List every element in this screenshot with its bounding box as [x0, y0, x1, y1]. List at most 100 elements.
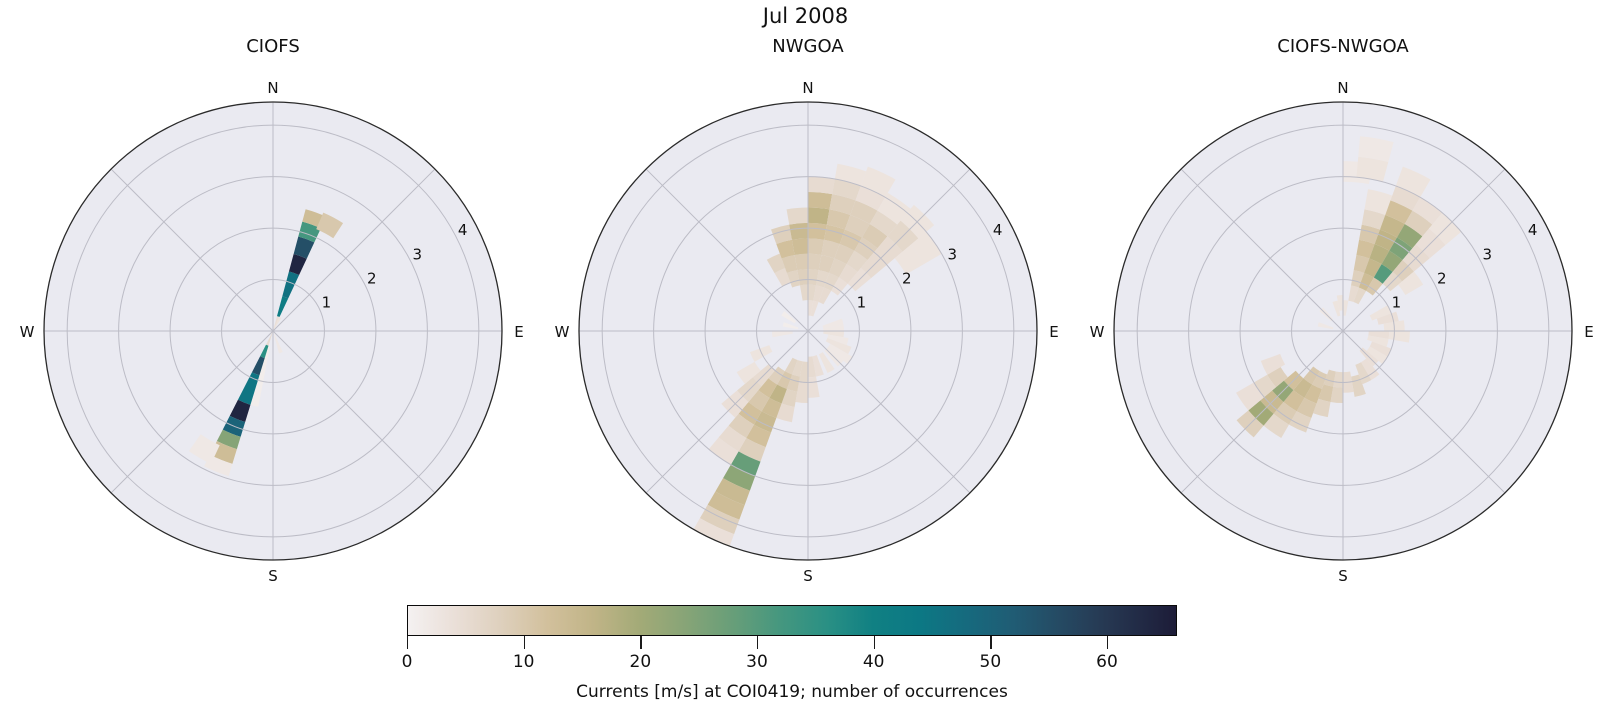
rose-cell — [1273, 401, 1297, 425]
rose-cell — [276, 296, 289, 318]
compass-label-s: S — [268, 567, 278, 585]
rose-cell — [693, 518, 735, 547]
rose-cell — [748, 390, 770, 412]
rose-cell — [808, 192, 833, 210]
colorbar-tick-label: 40 — [862, 652, 885, 672]
rose-cell — [846, 250, 868, 272]
rose-cell — [777, 371, 793, 390]
rose-cell — [1361, 209, 1386, 230]
rose-cell — [910, 231, 942, 265]
rose-cell — [869, 210, 898, 237]
rose-cell — [823, 324, 845, 331]
figure-title: Jul 2008 — [762, 4, 849, 28]
rose-cell — [738, 437, 766, 462]
rose-cell — [786, 207, 808, 225]
colorbar-area: 0 10 20 30 40 50 60 Currents [m/s] at COI0419;… — [402, 605, 1177, 702]
rose-cell — [293, 236, 315, 259]
rose-cell — [855, 185, 886, 211]
rose-cell — [831, 277, 848, 296]
rose-cell — [1385, 200, 1413, 225]
rose-cell — [799, 284, 808, 301]
rose-cell — [282, 271, 300, 299]
rose-cell — [273, 316, 282, 331]
rose-cell — [808, 253, 822, 271]
rose-cell — [826, 209, 851, 230]
rose-cell — [216, 429, 241, 450]
rose-cell — [715, 478, 750, 506]
rose-cell — [1260, 353, 1286, 375]
rose-cell — [188, 434, 220, 464]
rose-cell — [273, 333, 283, 354]
rose-cell — [738, 401, 762, 425]
rose-svg: 1 2 3 4 N E S W — [1090, 79, 1594, 585]
rose-cell — [1353, 254, 1370, 273]
rose-cell — [781, 254, 798, 273]
polar-spoke — [807, 168, 971, 332]
rose-cell — [730, 451, 761, 477]
radial-tick-label: 4 — [993, 221, 1003, 239]
rose-cell — [1318, 384, 1334, 402]
rose-cell — [769, 384, 787, 404]
rose-cell — [1367, 335, 1389, 347]
polar-spoke — [807, 330, 971, 494]
polar-spine — [43, 101, 503, 561]
rose-cell — [728, 413, 754, 438]
rose-cell — [818, 254, 835, 273]
rose-cell — [1336, 294, 1343, 311]
radial-tick-label: 3 — [1482, 245, 1492, 263]
rose-cell — [771, 331, 793, 338]
rose-cell — [1348, 285, 1359, 302]
rose-cell — [1267, 367, 1288, 388]
rose-cell — [818, 352, 835, 373]
rose-cell — [808, 207, 830, 225]
rose-cell — [1353, 287, 1367, 305]
rose-cell — [718, 425, 747, 452]
rose-plot-ciofs-nwgoa: 1 2 3 4 N E S W — [1083, 71, 1603, 591]
polar-spoke — [110, 330, 274, 494]
compass-label-w: W — [555, 323, 570, 341]
rose-cell — [1368, 331, 1390, 340]
rose-cell — [782, 322, 799, 330]
rose-cell — [1364, 258, 1382, 278]
rose-cell — [1389, 237, 1413, 261]
rose-title-nwgoa: NWGOA — [772, 36, 844, 57]
rose-cell — [1412, 197, 1443, 225]
compass-label-s: S — [1338, 567, 1348, 585]
rose-cell — [1366, 346, 1388, 365]
rose-cell — [766, 253, 786, 274]
rose-title-ciofs: CIOFS — [246, 36, 300, 57]
rose-cell — [229, 399, 251, 423]
polar-spine — [1113, 101, 1573, 561]
rose-cell — [1312, 371, 1328, 390]
rose-cell — [844, 214, 870, 238]
rose-cell — [1395, 166, 1431, 198]
rose-cell — [761, 397, 782, 419]
rose-cell — [265, 331, 273, 346]
colorbar-ticks: 0 10 20 30 40 50 60 — [402, 636, 1177, 680]
colorbar-tick — [407, 636, 409, 649]
rose-cell — [1369, 341, 1392, 357]
rose-cell — [823, 331, 845, 338]
rose-cell — [768, 366, 785, 385]
rose-cell — [824, 224, 845, 244]
rose-svg: 1 2 3 4 N E S W — [555, 79, 1059, 585]
radial-tick-label: 4 — [1528, 221, 1538, 239]
rose-cell — [829, 258, 847, 278]
radial-tick-label: 2 — [367, 269, 377, 287]
rose-cell — [1317, 322, 1334, 330]
rose-cell — [1356, 156, 1389, 182]
rose-cell — [821, 239, 840, 259]
rose-cell — [1283, 390, 1305, 412]
rose-cell — [797, 269, 808, 286]
rose-cell — [1381, 250, 1403, 272]
polar-spoke — [645, 168, 809, 332]
rose-cell — [812, 355, 824, 377]
compass-label-s: S — [803, 567, 813, 585]
colorbar-tick-label: 50 — [979, 652, 1002, 672]
polar-spoke — [645, 330, 809, 494]
rose-cell — [838, 264, 858, 284]
rose-cell — [808, 356, 817, 378]
colorbar — [407, 605, 1177, 636]
rose-cell — [707, 491, 745, 520]
rose-plot-ciofs: 1 2 3 4 N E S W — [13, 71, 533, 591]
